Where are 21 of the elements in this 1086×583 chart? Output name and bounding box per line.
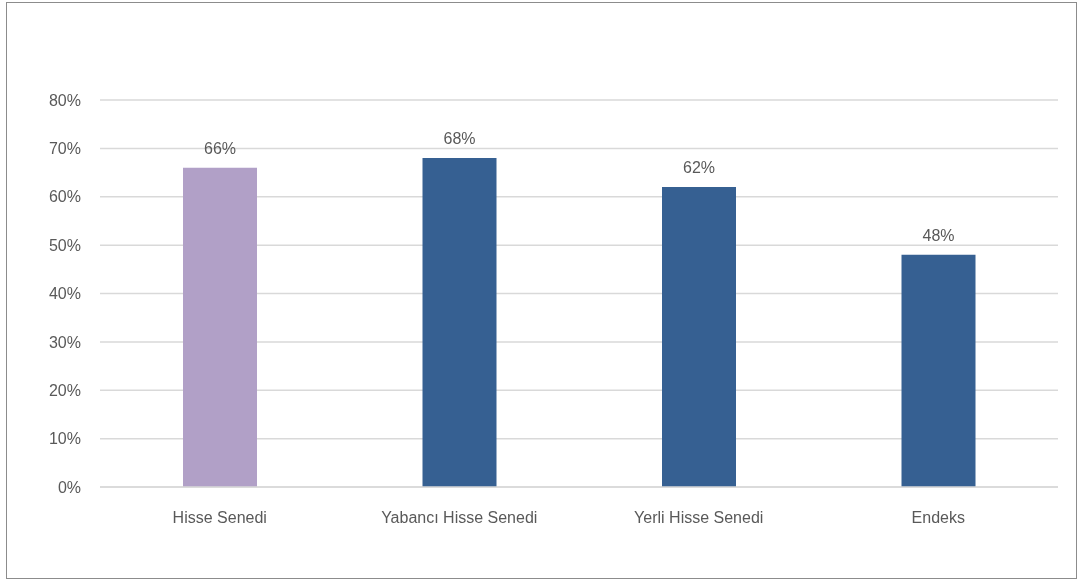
y-tick-label: 30% xyxy=(48,333,81,351)
y-tick-label: 0% xyxy=(57,478,81,496)
x-tick-label: Hisse Senedi xyxy=(172,509,267,527)
x-tick-label: Endeks xyxy=(911,509,965,527)
data-label: 48% xyxy=(922,226,955,244)
y-tick-label: 20% xyxy=(48,381,81,399)
y-tick-label: 70% xyxy=(48,140,81,158)
bar xyxy=(662,187,736,487)
data-label: 68% xyxy=(443,130,476,148)
bar xyxy=(901,254,976,487)
y-tick-label: 80% xyxy=(48,91,81,109)
y-tick-label: 10% xyxy=(48,430,81,448)
data-label: 62% xyxy=(682,159,716,177)
bar xyxy=(183,167,257,487)
x-tick-label: Yabancı Hisse Senedi xyxy=(381,509,538,527)
x-tick-label: Yerli Hisse Senedi xyxy=(634,509,764,527)
bar xyxy=(422,158,497,487)
y-tick-label: 60% xyxy=(48,188,81,206)
y-tick-label: 50% xyxy=(48,236,81,254)
data-label: 66% xyxy=(203,139,237,157)
y-tick-label: 40% xyxy=(48,285,81,303)
